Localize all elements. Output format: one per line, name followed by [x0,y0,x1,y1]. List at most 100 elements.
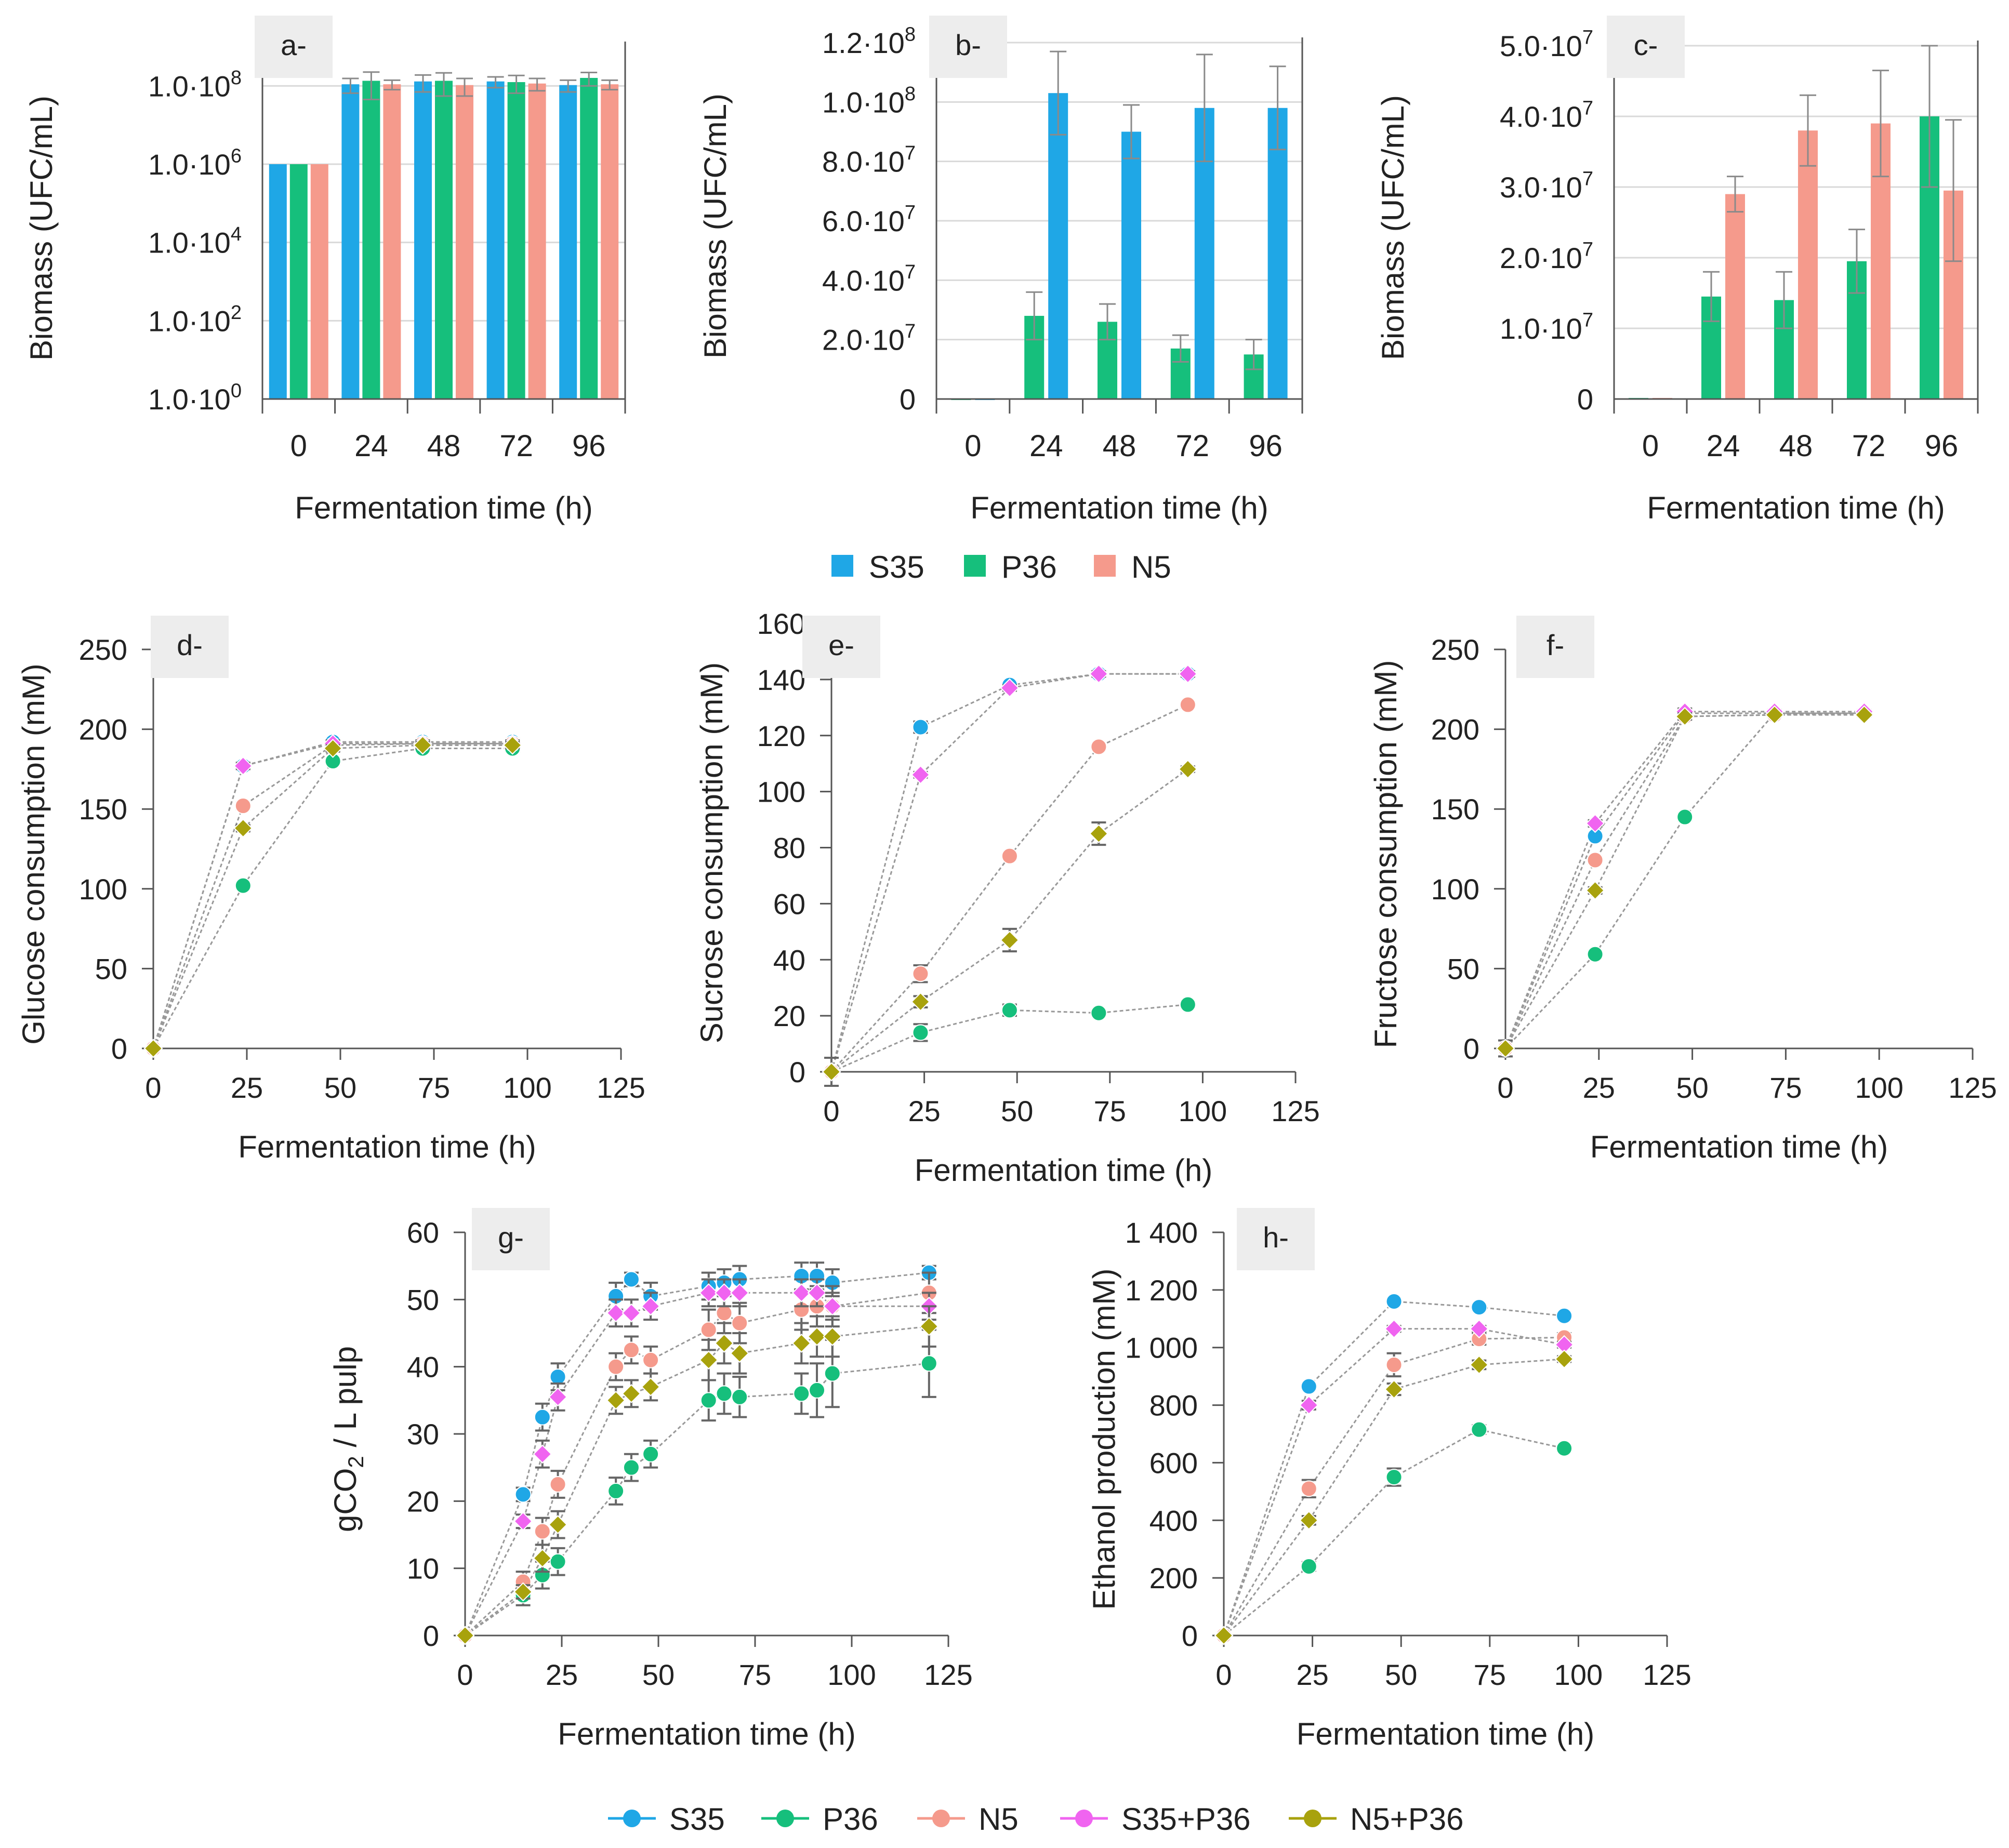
y-tick-label: 2.0·107 [822,321,916,356]
legend-swatch-p36 [964,555,986,577]
x-tick-label: 0 [1497,1071,1513,1104]
error-bar [456,77,473,97]
y-tick-label-exponent: 7 [1582,26,1593,48]
y-tick-label: 1 400 [1125,1216,1198,1249]
legend-marker-n5+p36 [1304,1810,1321,1827]
x-axis-title: Fermentation time (h) [295,490,593,525]
x-tick-label: 125 [1643,1658,1691,1691]
bar-n5 [1798,130,1818,399]
y-tick-label-mantissa: 1.0·10 [1500,312,1582,345]
y-tick-label: 600 [1149,1446,1198,1479]
bar-n5 [1725,194,1745,399]
marker-n5 [642,1351,659,1368]
y-tick-label: 1 000 [1125,1332,1198,1364]
x-tick-label: 75 [739,1658,771,1691]
error-bar [1727,176,1743,213]
marker-n5+p36 [606,1390,626,1410]
series-line-p36 [152,747,513,1049]
y-tick-label: 6.0·107 [822,202,916,237]
marker-n5 [912,965,929,982]
marker-s35+p36 [1299,1395,1319,1415]
y-tick-label: 0 [900,383,916,416]
legend-marker-n5 [932,1810,950,1827]
x-tick-label: 25 [908,1095,940,1127]
marker-n5 [1001,847,1018,865]
chart-e: 0 20 40 60 80 100 120 140 160 0 25 50 75 100 125 Fermen… [694,607,1320,1188]
x-axis-title: Fermentation time (h) [1590,1129,1888,1164]
x-tick-label: 24 [1029,429,1063,463]
y-tick-label-mantissa: 0 [900,383,916,416]
error-bar [1050,50,1067,136]
chart-h: 0 200 400 600 800 1 000 1 200 1 400 0 25 50 75 100 12… [1087,1208,1691,1751]
bar-n5 [383,84,401,399]
y-tick-label: 8.0·107 [822,142,916,178]
marker-n5 [716,1305,733,1322]
y-tick-label-exponent: 4 [231,223,242,245]
y-tick-label: 0 [1577,383,1593,416]
marker-n5 [1090,738,1107,755]
marker-p36 [1001,1002,1018,1019]
y-tick-label-mantissa: 2.0·10 [1500,242,1582,274]
marker-n5 [700,1321,717,1338]
x-tick-label: 50 [324,1071,356,1104]
marker-n5+p36 [822,1062,841,1082]
y-tick-label: 0 [423,1619,439,1652]
marker-n5+p36 [413,735,432,755]
marker-s35+p36 [1178,664,1198,684]
marker-p36 [716,1385,733,1402]
y-tick-label: 400 [1149,1504,1198,1537]
bar-p36 [289,164,308,399]
chart-g: 0 10 20 30 40 50 60 0 25 50 75 100 125 Fermentation t… [328,1208,973,1751]
legend-label: P36 [1001,550,1057,584]
x-tick-label: 50 [642,1658,675,1691]
bar-s35 [269,164,287,399]
error-bar [363,71,380,100]
y-tick-label-mantissa: 1.0·10 [148,383,231,416]
marker-s35 [1471,1299,1488,1316]
legend-label: N5+P36 [1350,1802,1464,1837]
y-tick-label-exponent: 8 [905,23,916,45]
x-tick-label: 24 [1707,429,1740,463]
marker-s35 [549,1368,566,1386]
marker-n5+p36 [323,739,343,758]
marker-p36 [920,1355,937,1372]
marker-p36 [1179,996,1196,1013]
x-axis-title: Fermentation time (h) [1647,490,1945,525]
error-bar [1848,229,1865,294]
y-axis-title-subscript: 2 [343,1456,368,1468]
y-tick-label-exponent: 7 [1582,309,1593,331]
series-line-n5+p36 [1504,714,1865,1049]
bar-p36 [507,82,525,399]
y-axis-title-main: Sucrose consumption (mM) [694,662,729,1044]
series-line-p36 [1504,712,1865,1049]
y-tick-label: 1.0·106 [148,145,242,181]
marker-n5 [534,1523,551,1540]
y-tick-label: 140 [757,663,805,696]
y-tick-label: 1.0·102 [148,302,242,338]
y-tick-label: 40 [773,943,805,976]
chart-f: 0 50 100 150 200 250 0 25 50 75 100 125 Fermentation… [1368,616,1997,1164]
y-tick-label: 0 [1182,1619,1198,1652]
error-bar [1703,271,1720,322]
panel-label: b- [955,29,981,61]
error-bar [487,76,504,89]
legend-swatch-s35 [831,555,853,577]
bar-n5 [601,84,619,399]
y-tick-label: 250 [1431,633,1479,666]
x-tick-label: 100 [1554,1658,1603,1691]
series-line-n5 [152,742,513,1049]
marker-s35+p36 [791,1283,811,1302]
legend-label: S35 [869,550,924,584]
y-tick-label: 50 [407,1283,439,1316]
marker-p36 [1556,1440,1573,1457]
marker-s35+p36 [1384,1319,1404,1339]
panel-label-box [255,16,333,78]
series-line-s35 [830,673,1188,1072]
marker-s35+p36 [1000,678,1020,698]
series-line-s35+p36 [152,742,513,1049]
bar-legend: S35 P36 N5 [831,550,1171,584]
y-axis-title-main: gCO [328,1468,363,1532]
y-tick-label-mantissa: 4.0·10 [822,264,905,297]
x-axis-title: Fermentation time (h) [915,1153,1213,1188]
